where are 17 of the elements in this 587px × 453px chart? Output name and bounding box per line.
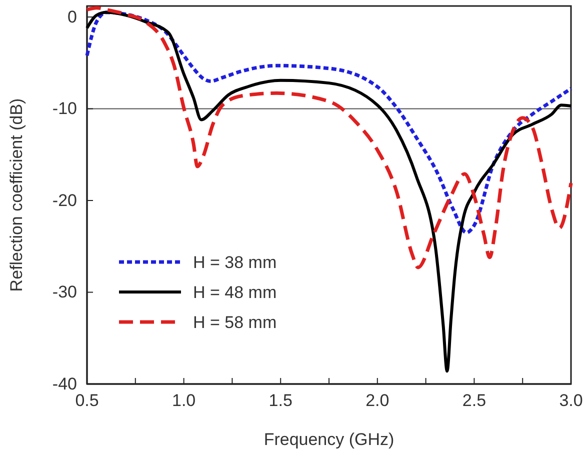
x-tick-label: 1.5 xyxy=(268,391,292,410)
line-series xyxy=(86,10,572,373)
x-axis-title: Frequency (GHz) xyxy=(264,430,394,449)
legend-label: H = 58 mm xyxy=(193,313,277,332)
x-tick-label: 2.0 xyxy=(366,391,390,410)
y-tick-label: -30 xyxy=(52,282,77,302)
y-axis-title: Reflection coefficient (dB) xyxy=(7,98,26,292)
legend-label: H = 38 mm xyxy=(193,253,277,272)
y-tick-label: -20 xyxy=(52,190,77,210)
y-tick-label: 0 xyxy=(68,7,77,26)
x-tick-label: 3.0 xyxy=(559,391,583,410)
y-tick-label: -10 xyxy=(52,99,77,118)
x-tick-label: 0.5 xyxy=(75,391,99,410)
x-tick-label: 1.0 xyxy=(172,391,196,410)
x-tick-label: 2.5 xyxy=(462,391,486,410)
y-tick-label: -40 xyxy=(52,374,77,394)
legend-label: H = 48 mm xyxy=(193,283,277,302)
